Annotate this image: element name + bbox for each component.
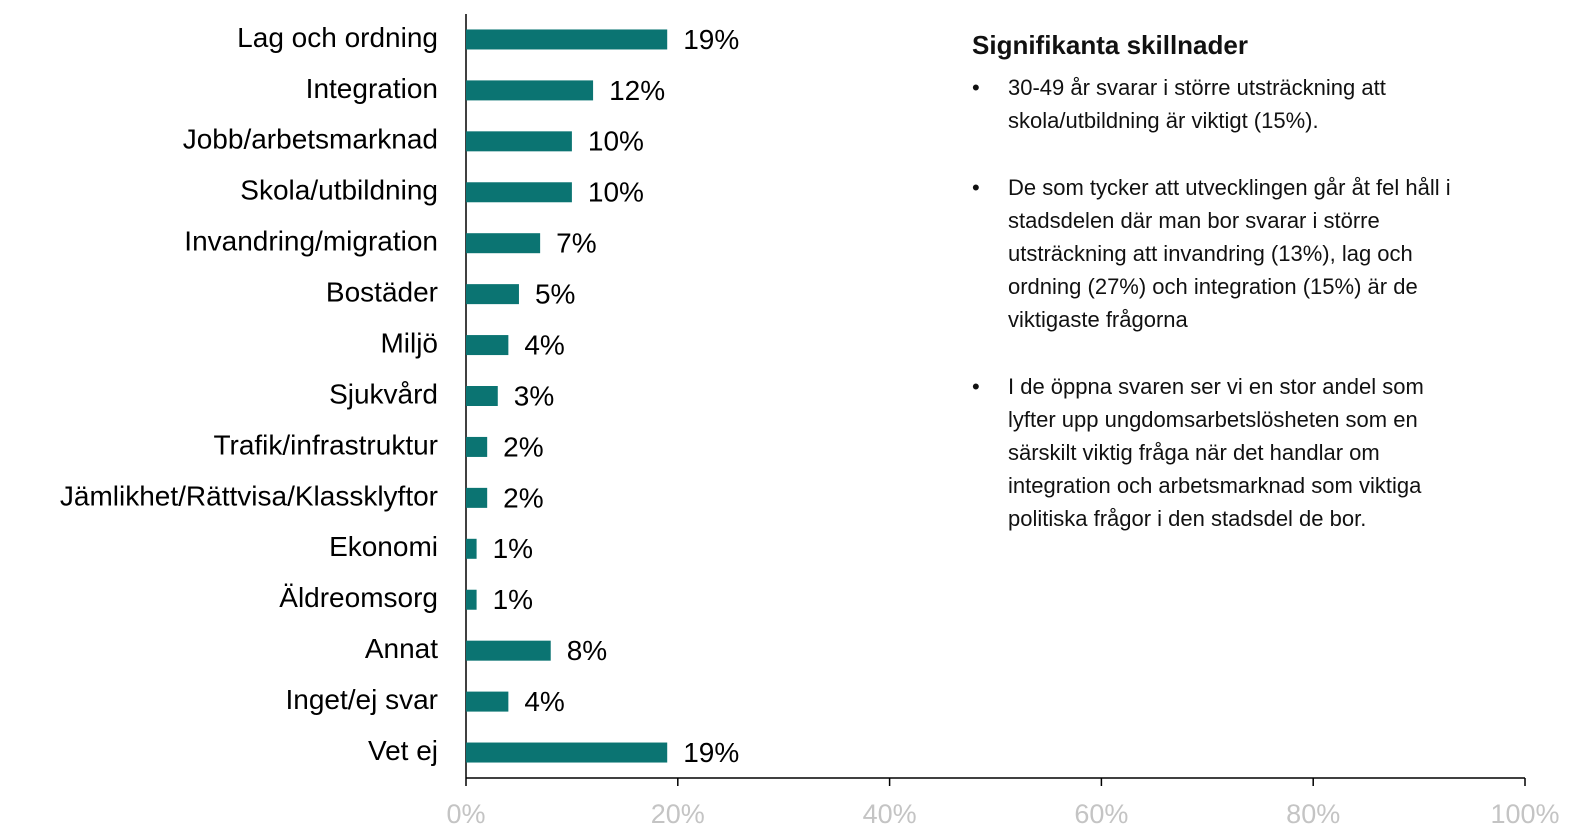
- y-tick-label: Annat: [365, 633, 438, 664]
- value-label: 2%: [503, 482, 543, 513]
- bar: [466, 742, 668, 763]
- bar: [466, 182, 572, 203]
- bar: [466, 589, 477, 610]
- note-item: De som tycker att utvecklingen går åt fe…: [972, 171, 1572, 336]
- value-label: 5%: [535, 279, 575, 310]
- x-tick-label: 80%: [1286, 799, 1340, 829]
- y-tick-label: Jobb/arbetsmarknad: [183, 124, 438, 155]
- note-line: viktigaste frågorna: [1008, 307, 1188, 332]
- x-tick-label: 60%: [1074, 799, 1128, 829]
- bar: [466, 691, 509, 712]
- bar: [466, 487, 488, 508]
- bar: [466, 640, 551, 661]
- value-label: 19%: [683, 737, 739, 768]
- y-tick-label: Äldreomsorg: [279, 582, 438, 613]
- value-label: 10%: [588, 126, 644, 157]
- y-tick-label: Miljö: [380, 327, 438, 358]
- notes: Signifikanta skillnader 30-49 år svarar …: [972, 30, 1572, 569]
- value-label: 4%: [524, 686, 564, 717]
- value-label: 4%: [524, 329, 564, 360]
- y-tick-label: Bostäder: [326, 277, 438, 308]
- note-line: integration och arbetsmarknad som viktig…: [1008, 473, 1422, 498]
- bar: [466, 284, 519, 305]
- y-tick-label: Lag och ordning: [237, 22, 438, 53]
- value-label: 8%: [567, 635, 607, 666]
- note-line: utsträckning att invandring (13%), lag o…: [1008, 241, 1413, 266]
- note-line: skola/utbildning är viktigt (15%).: [1008, 108, 1319, 133]
- x-tick-label: 20%: [651, 799, 705, 829]
- note-line: lyfter upp ungdomsarbetslösheten som en: [1008, 407, 1418, 432]
- note-line: I de öppna svaren ser vi en stor andel s…: [1008, 374, 1424, 399]
- y-tick-label: Skola/utbildning: [240, 175, 438, 206]
- y-tick-label: Jämlikhet/Rättvisa/Klassklyftor: [60, 480, 438, 511]
- y-tick-label: Vet ej: [368, 735, 438, 766]
- value-label: 1%: [493, 533, 533, 564]
- value-label: 10%: [588, 177, 644, 208]
- value-label: 12%: [609, 75, 665, 106]
- note-item: I de öppna svaren ser vi en stor andel s…: [972, 370, 1572, 535]
- note-line: De som tycker att utvecklingen går åt fe…: [1008, 175, 1451, 200]
- value-label: 19%: [683, 24, 739, 55]
- note-line: stadsdelen där man bor svarar i större: [1008, 208, 1380, 233]
- x-tick-label: 0%: [446, 799, 485, 829]
- bar: [466, 335, 509, 356]
- value-label: 2%: [503, 431, 543, 462]
- notes-title: Signifikanta skillnader: [972, 30, 1248, 60]
- value-label: 7%: [556, 228, 596, 259]
- bar: [466, 29, 668, 50]
- note-line: 30-49 år svarar i större utsträckning at…: [1008, 75, 1386, 100]
- y-tick-label: Sjukvård: [329, 378, 438, 409]
- bar: [466, 538, 477, 559]
- note-line: ordning (27%) och integration (15%) är d…: [1008, 274, 1418, 299]
- bar: [466, 233, 541, 254]
- y-tick-label: Invandring/migration: [184, 226, 438, 257]
- note-line: särskilt viktig fråga när det handlar om: [1008, 440, 1380, 465]
- value-label: 3%: [514, 380, 554, 411]
- note-item: 30-49 år svarar i större utsträckning at…: [972, 71, 1572, 137]
- y-tick-label: Trafik/infrastruktur: [213, 429, 438, 460]
- x-tick-label: 100%: [1490, 799, 1559, 829]
- note-line: politiska frågor i den stadsdel de bor.: [1008, 506, 1367, 531]
- y-tick-label: Integration: [306, 73, 438, 104]
- bar: [466, 436, 488, 457]
- value-label: 1%: [493, 584, 533, 615]
- bar: [466, 80, 594, 101]
- x-tick-label: 40%: [863, 799, 917, 829]
- y-tick-label: Inget/ej svar: [285, 684, 438, 715]
- bar: [466, 386, 498, 406]
- y-tick-label: Ekonomi: [329, 531, 438, 562]
- bar: [466, 131, 572, 152]
